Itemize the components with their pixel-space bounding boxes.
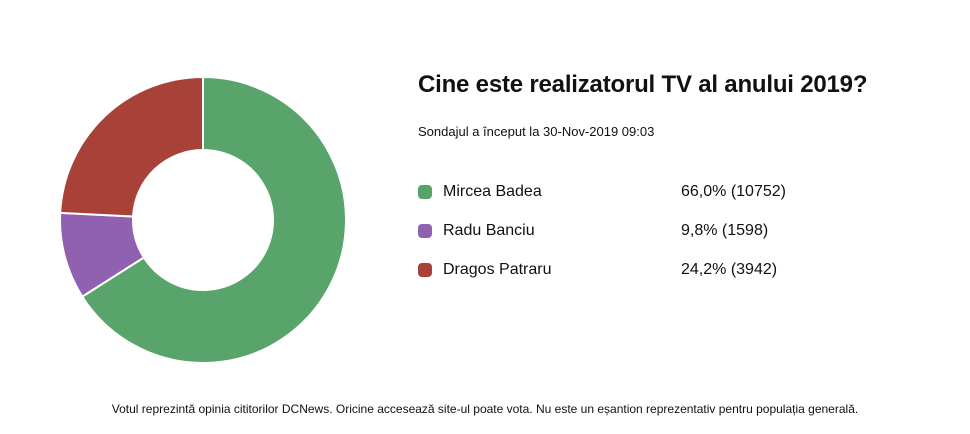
disclaimer-text: Votul reprezintă opinia cititorilor DCNe… (111, 402, 859, 416)
legend-value: 24,2% (3942) (681, 260, 778, 278)
legend-label: Radu Banciu (443, 221, 535, 239)
legend-item: Mircea Badea 66,0% (10752) (418, 182, 786, 200)
legend-item: Radu Banciu 9,8% (1598) (418, 221, 786, 239)
legend-swatch (418, 262, 432, 277)
legend-swatch (418, 223, 432, 238)
page-title: Cine este realizatorul TV al anului 2019… (418, 71, 868, 98)
donut-slice-mircea-badea (81, 76, 347, 364)
legend-value: 9,8% (1598) (681, 221, 769, 239)
donut-chart-svg (59, 76, 347, 364)
legend-swatch (418, 184, 432, 199)
legend-label: Mircea Badea (443, 182, 542, 200)
poll-start-date: Sondajul a început la 30-Nov-2019 09:03 (418, 124, 655, 139)
legend: Mircea Badea 66,0% (10752) Radu Banciu 9,8%… (418, 182, 786, 278)
legend-value: 66,0% (10752) (681, 182, 786, 200)
legend-item: Dragos Patraru 24,2% (3942) (418, 260, 786, 278)
donut-slice-dragos-patraru (59, 76, 204, 218)
legend-label: Dragos Patraru (443, 260, 552, 278)
donut-chart (58, 75, 348, 365)
